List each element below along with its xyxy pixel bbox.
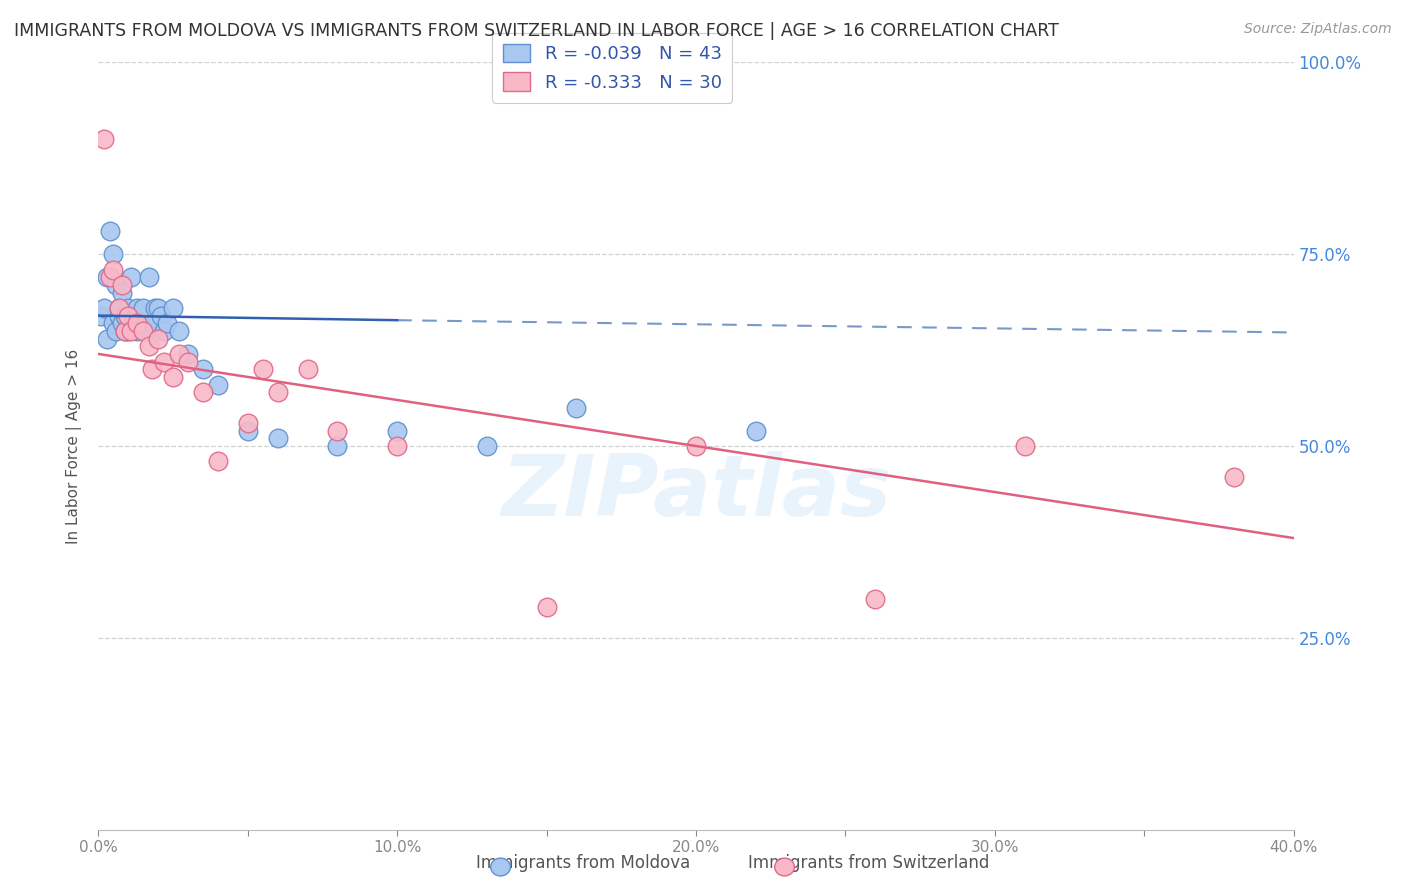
Point xyxy=(120,270,142,285)
Point xyxy=(93,301,115,315)
Point xyxy=(105,324,128,338)
Point xyxy=(132,324,155,338)
Point xyxy=(127,316,149,330)
Point xyxy=(745,424,768,438)
Point xyxy=(267,385,290,400)
Point xyxy=(143,301,166,315)
Point xyxy=(167,324,190,338)
Point xyxy=(98,224,122,238)
Point xyxy=(236,424,259,438)
Point xyxy=(1014,439,1036,453)
Point xyxy=(385,439,409,453)
Point xyxy=(124,309,146,323)
Point xyxy=(148,301,170,315)
Point xyxy=(117,301,139,315)
Point xyxy=(114,324,136,338)
Point xyxy=(267,431,290,445)
Point xyxy=(141,362,163,376)
Point xyxy=(120,324,142,338)
Point xyxy=(177,354,200,368)
Point xyxy=(207,454,229,468)
Point xyxy=(191,362,214,376)
Point xyxy=(105,277,128,292)
Point xyxy=(297,362,319,376)
Point xyxy=(385,424,409,438)
Point xyxy=(191,385,214,400)
Point xyxy=(326,439,349,453)
Point xyxy=(127,324,149,338)
Point xyxy=(103,247,125,261)
Point xyxy=(117,324,139,338)
Point xyxy=(135,324,157,338)
Point xyxy=(103,316,125,330)
Point xyxy=(1223,469,1246,483)
Point xyxy=(153,324,176,338)
Text: IMMIGRANTS FROM MOLDOVA VS IMMIGRANTS FROM SWITZERLAND IN LABOR FORCE | AGE > 16: IMMIGRANTS FROM MOLDOVA VS IMMIGRANTS FR… xyxy=(14,22,1059,40)
Point xyxy=(108,301,131,315)
Point xyxy=(127,301,149,315)
Legend: R = -0.039   N = 43, R = -0.333   N = 30: R = -0.039 N = 43, R = -0.333 N = 30 xyxy=(492,33,733,103)
Point xyxy=(162,301,184,315)
Point xyxy=(141,316,163,330)
Point xyxy=(536,600,558,615)
Point xyxy=(138,339,160,353)
Point xyxy=(162,370,184,384)
Point xyxy=(108,301,131,315)
Point xyxy=(129,316,152,330)
Point xyxy=(98,270,122,285)
Point xyxy=(138,270,160,285)
Text: Source: ZipAtlas.com: Source: ZipAtlas.com xyxy=(1244,22,1392,37)
Text: ZIPatlas: ZIPatlas xyxy=(501,450,891,533)
Point xyxy=(167,347,190,361)
Point xyxy=(475,439,498,453)
Point xyxy=(132,301,155,315)
Point xyxy=(865,592,887,607)
Point xyxy=(177,347,200,361)
Point xyxy=(685,439,707,453)
Point xyxy=(156,316,179,330)
Point xyxy=(103,262,125,277)
Point xyxy=(96,332,118,346)
Y-axis label: In Labor Force | Age > 16: In Labor Force | Age > 16 xyxy=(66,349,83,543)
Point xyxy=(148,332,170,346)
Point xyxy=(150,309,173,323)
Point xyxy=(326,424,349,438)
Text: Immigrants from Moldova: Immigrants from Moldova xyxy=(477,855,690,872)
Point xyxy=(252,362,274,376)
Point xyxy=(90,309,112,323)
Point xyxy=(96,270,118,285)
Point xyxy=(111,285,134,300)
Point xyxy=(111,277,134,292)
Point xyxy=(565,401,588,415)
Point xyxy=(108,309,131,323)
Point xyxy=(207,377,229,392)
Point xyxy=(114,309,136,323)
Point xyxy=(93,132,115,146)
Point xyxy=(114,324,136,338)
Point xyxy=(111,316,134,330)
Point xyxy=(117,309,139,323)
Text: Immigrants from Switzerland: Immigrants from Switzerland xyxy=(748,855,990,872)
Point xyxy=(153,354,176,368)
Point xyxy=(236,416,259,430)
